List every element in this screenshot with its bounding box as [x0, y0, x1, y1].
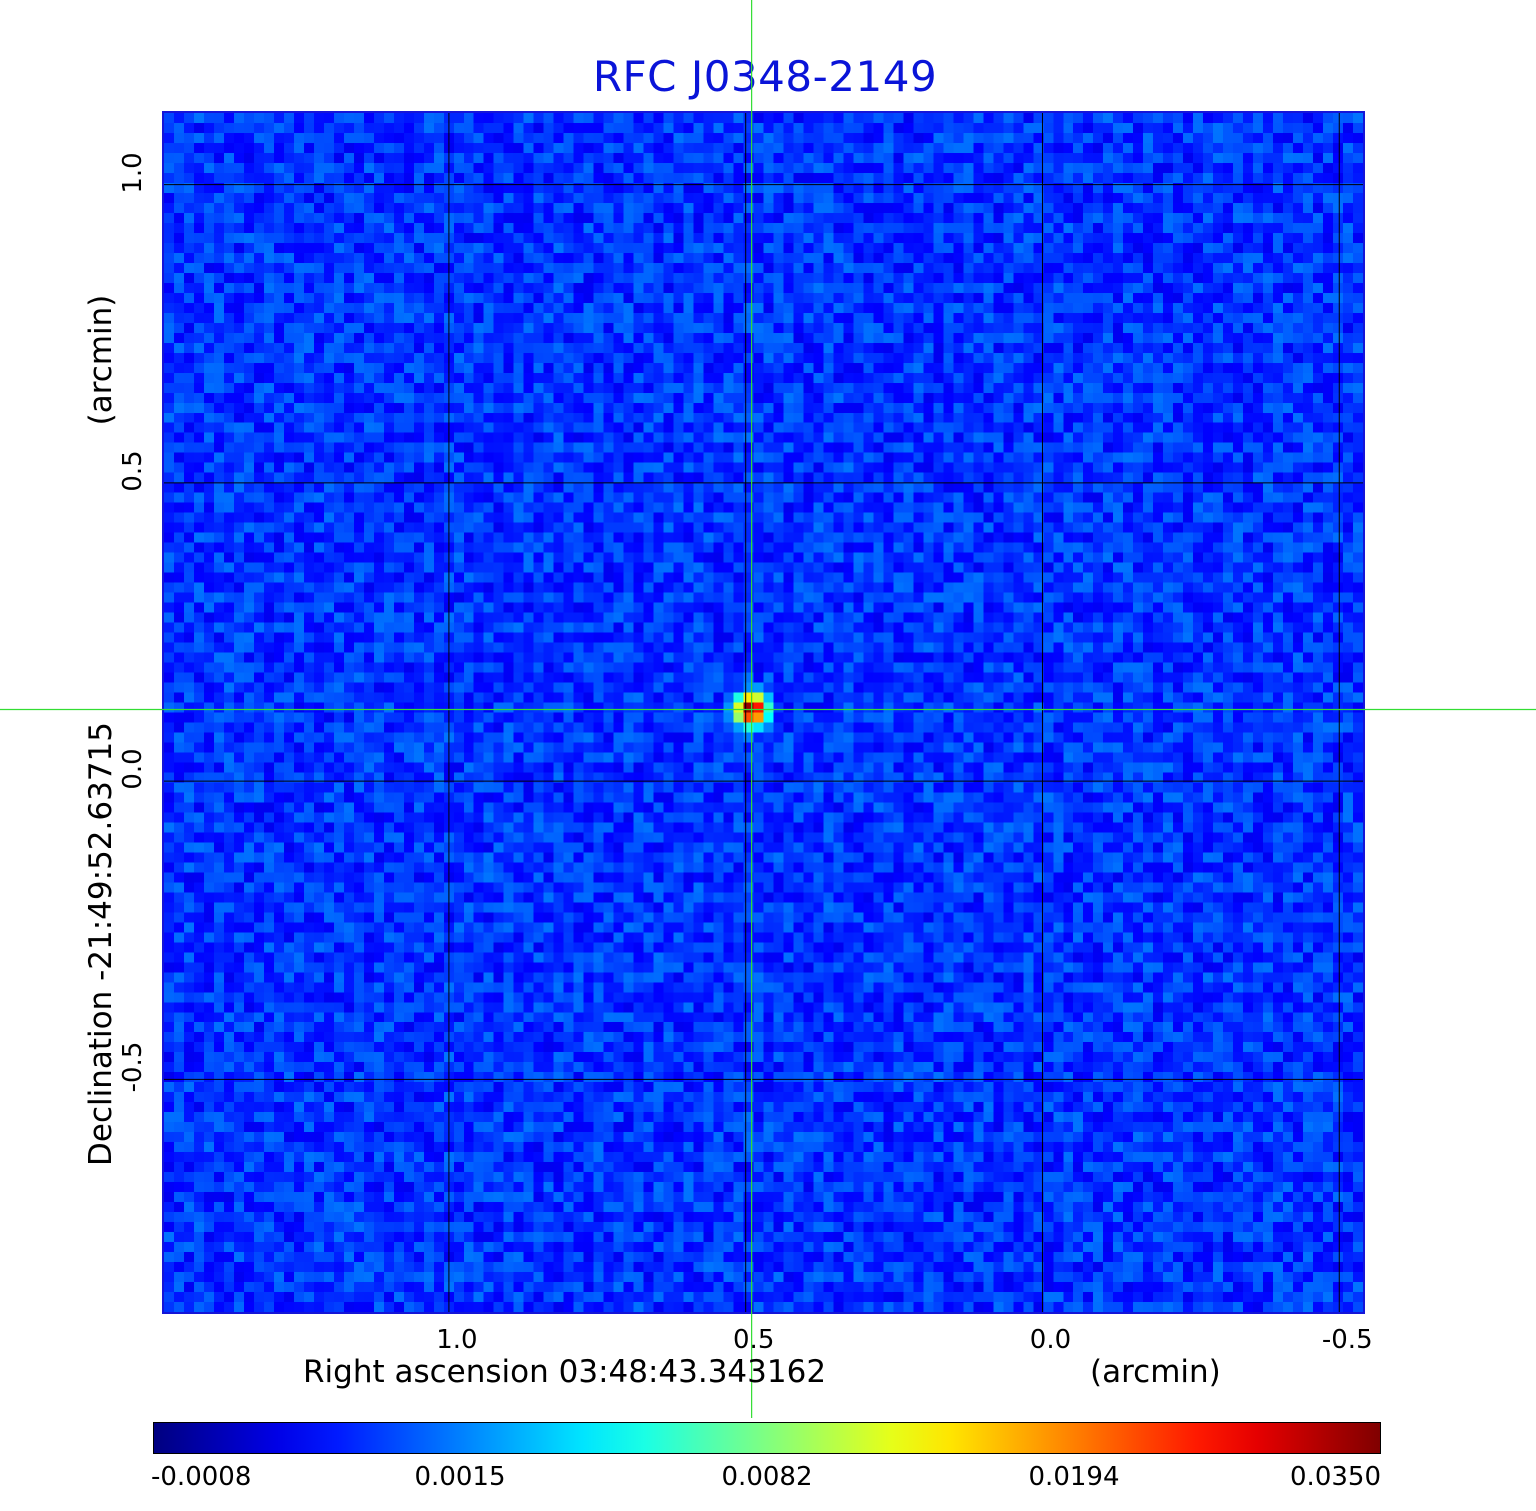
colorbar-tick-label: 0.0082 [721, 1462, 813, 1492]
y-axis-label: Declination -21:49:52.63715 [83, 722, 119, 1166]
x-tick-label: 0.5 [733, 1325, 775, 1355]
image-map [162, 111, 1365, 1314]
y-tick-label: 0.0 [118, 748, 148, 790]
x-tick-label: -0.5 [1321, 1325, 1373, 1355]
x-axis-label: Right ascension 03:48:43.343162 [303, 1354, 827, 1390]
colorbar-tick-label: 0.0015 [414, 1462, 506, 1492]
colorbar-tick-label: -0.0008 [151, 1462, 252, 1492]
x-axis-unit: (arcmin) [1090, 1354, 1221, 1390]
y-axis-unit-wrap: (arcmin) [83, 295, 119, 426]
x-tick-label: 0.0 [1029, 1325, 1072, 1355]
y-axis-label-wrap: Declination -21:49:52.63715 [83, 722, 119, 1166]
colorbar-tick-label: 0.0194 [1028, 1462, 1120, 1492]
colorbar [153, 1422, 1381, 1454]
y-axis-unit: (arcmin) [83, 294, 119, 426]
y-tick-label: -0.5 [118, 1041, 148, 1093]
intensity-map [164, 113, 1363, 1312]
y-tick-label: 0.5 [118, 450, 148, 492]
y-tick-label: 1.0 [118, 151, 148, 194]
x-tick-label: 1.0 [436, 1325, 478, 1355]
chart-title: RFC J0348-2149 [592, 52, 938, 101]
colorbar-tick-label: 0.0350 [1290, 1462, 1381, 1492]
